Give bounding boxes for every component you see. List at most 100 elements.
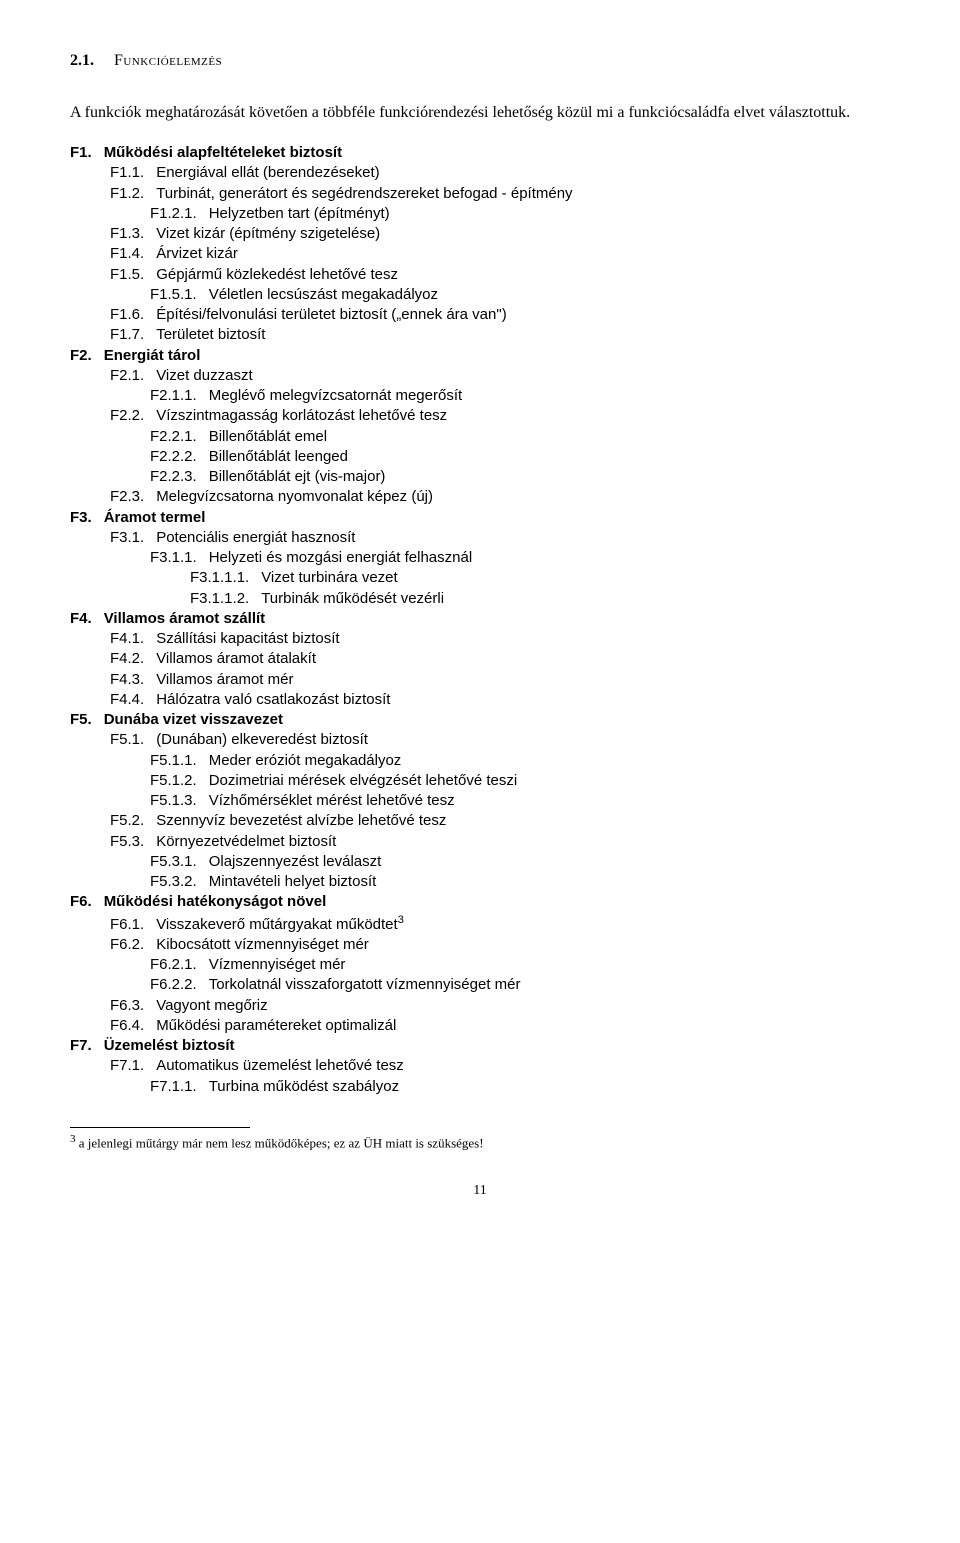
section-number: 2.1. bbox=[70, 52, 94, 69]
outline-text: Energiát tárol bbox=[104, 347, 201, 364]
outline-text: Építési/felvonulási területet biztosít (… bbox=[156, 306, 507, 323]
outline-key: F5.1. bbox=[110, 731, 144, 748]
outline-key: F1.5.1. bbox=[150, 286, 197, 303]
outline-key: F3.1.1.2. bbox=[190, 590, 249, 607]
outline-key: F3.1.1. bbox=[150, 549, 197, 566]
outline-text: Torkolatnál visszaforgatott vízmennyiség… bbox=[209, 976, 521, 993]
outline-key: F5.1.2. bbox=[150, 772, 197, 789]
outline-line: F3.1.1.1.Vizet turbinára vezet bbox=[70, 568, 890, 588]
outline-text: Helyzetben tart (építményt) bbox=[209, 205, 390, 222]
outline-key: F5.3.2. bbox=[150, 873, 197, 890]
outline-line: F2.2.3. Billenőtáblát ejt (vis-major) bbox=[70, 467, 890, 487]
outline-key: F1.5. bbox=[110, 266, 144, 283]
outline-line: F1.2.Turbinát, generátort és segédrendsz… bbox=[70, 184, 890, 204]
outline-key: F5.1.3. bbox=[150, 792, 197, 809]
outline-line: F7.1. Automatikus üzemelést lehetővé tesz bbox=[70, 1056, 890, 1076]
outline-key: F2.3. bbox=[110, 488, 144, 505]
outline-text: Energiával ellát (berendezéseket) bbox=[156, 164, 379, 181]
outline-text: Szállítási kapacitást biztosít bbox=[156, 630, 339, 647]
outline-key: F6. bbox=[70, 893, 92, 910]
outline-text: Vizet duzzaszt bbox=[156, 367, 252, 384]
outline-key: F5.3.1. bbox=[150, 853, 197, 870]
outline-key: F2.2.3. bbox=[150, 468, 197, 485]
outline-text: Billenőtáblát ejt (vis-major) bbox=[209, 468, 386, 485]
outline-key: F6.4. bbox=[110, 1017, 144, 1034]
outline-text: Üzemelést biztosít bbox=[104, 1037, 235, 1054]
outline-line: F1.5.1.Véletlen lecsúszást megakadályoz bbox=[70, 285, 890, 305]
outline-key: F7.1.1. bbox=[150, 1078, 197, 1095]
outline-line: F7.Üzemelést biztosít bbox=[70, 1036, 890, 1056]
outline-line: F6.2.Kibocsátott vízmennyiséget mér bbox=[70, 935, 890, 955]
outline-line: F5.1.(Dunában) elkeveredést biztosít bbox=[70, 730, 890, 750]
outline-line: F6.2.1. Vízmennyiséget mér bbox=[70, 955, 890, 975]
outline-key: F1.1. bbox=[110, 164, 144, 181]
outline-line: F1.2.1. Helyzetben tart (építményt) bbox=[70, 204, 890, 224]
outline-text: Turbina működést szabályoz bbox=[209, 1078, 399, 1095]
outline-line: F4.2.Villamos áramot átalakít bbox=[70, 649, 890, 669]
outline-line: F6. Működési hatékonyságot növel bbox=[70, 892, 890, 912]
function-outline: F1.Működési alapfeltételeket biztosítF1.… bbox=[70, 143, 890, 1097]
outline-key: F2.2.1. bbox=[150, 428, 197, 445]
outline-key: F1.7. bbox=[110, 326, 144, 343]
outline-line: F1.6. Építési/felvonulási területet bizto… bbox=[70, 305, 890, 325]
outline-key: F4.2. bbox=[110, 650, 144, 667]
outline-text: Vízhőmérséklet mérést lehetővé tesz bbox=[209, 792, 455, 809]
outline-text: Visszakeverő műtárgyakat működtet bbox=[156, 916, 398, 933]
outline-line: F2.2.2. Billenőtáblát leenged bbox=[70, 447, 890, 467]
outline-line: F3.1.1. Helyzeti és mozgási energiát felh… bbox=[70, 548, 890, 568]
outline-key: F2.2.2. bbox=[150, 448, 197, 465]
outline-line: F5.Dunába vizet visszavezet bbox=[70, 710, 890, 730]
outline-line: F2.2.1.Billenőtáblát emel bbox=[70, 427, 890, 447]
outline-key: F1.6. bbox=[110, 306, 144, 323]
outline-text: Vízszintmagasság korlátozást lehetővé te… bbox=[156, 407, 447, 424]
outline-text: Billenőtáblát leenged bbox=[209, 448, 348, 465]
outline-line: F6.3.Vagyont megőriz bbox=[70, 996, 890, 1016]
outline-line: F5.1.3. Vízhőmérséklet mérést lehetővé te… bbox=[70, 791, 890, 811]
outline-line: F1.5.Gépjármű közlekedést lehetővé tesz bbox=[70, 265, 890, 285]
outline-line: F1.7.Területet biztosít bbox=[70, 325, 890, 345]
outline-key: F6.2. bbox=[110, 936, 144, 953]
outline-line: F1.Működési alapfeltételeket biztosít bbox=[70, 143, 890, 163]
outline-key: F3.1.1.1. bbox=[190, 569, 249, 586]
intro-paragraph: A funkciók meghatározását követően a töb… bbox=[70, 102, 890, 124]
page-number: 11 bbox=[70, 1182, 890, 1201]
outline-key: F1.2.1. bbox=[150, 205, 197, 222]
outline-key: F2.1. bbox=[110, 367, 144, 384]
outline-text: Helyzeti és mozgási energiát felhasznál bbox=[209, 549, 472, 566]
footnote-marker: 3 bbox=[70, 1133, 76, 1145]
outline-key: F7.1. bbox=[110, 1057, 144, 1074]
outline-key: F1.3. bbox=[110, 225, 144, 242]
outline-superscript: 3 bbox=[398, 914, 404, 926]
outline-text: Meder eróziót megakadályoz bbox=[209, 752, 402, 769]
outline-key: F5. bbox=[70, 711, 92, 728]
outline-key: F6.2.1. bbox=[150, 956, 197, 973]
outline-line: F5.3.1.Olajszennyezést leválaszt bbox=[70, 852, 890, 872]
outline-text: Melegvízcsatorna nyomvonalat képez (új) bbox=[156, 488, 433, 505]
outline-key: F6.1. bbox=[110, 916, 144, 933]
outline-text: Működési hatékonyságot növel bbox=[104, 893, 327, 910]
outline-key: F5.1.1. bbox=[150, 752, 197, 769]
outline-line: F1.3. Vizet kizár (építmény szigetelése) bbox=[70, 224, 890, 244]
footnote: 3 a jelenlegi műtárgy már nem lesz működ… bbox=[70, 1132, 890, 1152]
footnote-text: a jelenlegi műtárgy már nem lesz működők… bbox=[79, 1135, 484, 1150]
outline-key: F2.2. bbox=[110, 407, 144, 424]
outline-text: Automatikus üzemelést lehetővé tesz bbox=[156, 1057, 404, 1074]
outline-text: Vízmennyiséget mér bbox=[209, 956, 346, 973]
outline-line: F2.1. Vizet duzzaszt bbox=[70, 366, 890, 386]
outline-key: F3.1. bbox=[110, 529, 144, 546]
outline-text: Villamos áramot szállít bbox=[104, 610, 265, 627]
outline-text: Meglévő melegvízcsatornát megerősít bbox=[209, 387, 462, 404]
outline-key: F3. bbox=[70, 509, 92, 526]
outline-key: F1.4. bbox=[110, 245, 144, 262]
outline-text: Dozimetriai mérések elvégzését lehetővé … bbox=[209, 772, 517, 789]
outline-text: Turbinák működését vezérli bbox=[261, 590, 444, 607]
outline-line: F3.1.Potenciális energiát hasznosít bbox=[70, 528, 890, 548]
section-title: Funkcióelemzés bbox=[114, 52, 222, 69]
outline-text: Vizet kizár (építmény szigetelése) bbox=[156, 225, 380, 242]
outline-key: F2. bbox=[70, 347, 92, 364]
outline-text: Szennyvíz bevezetést alvízbe lehetővé te… bbox=[156, 812, 446, 829]
outline-line: F5.3.Környezetvédelmet biztosít bbox=[70, 832, 890, 852]
outline-line: F2.3. Melegvízcsatorna nyomvonalat képez … bbox=[70, 487, 890, 507]
outline-line: F5.1.2. Dozimetriai mérések elvégzését le… bbox=[70, 771, 890, 791]
outline-line: F1.1. Energiával ellát (berendezéseket) bbox=[70, 163, 890, 183]
